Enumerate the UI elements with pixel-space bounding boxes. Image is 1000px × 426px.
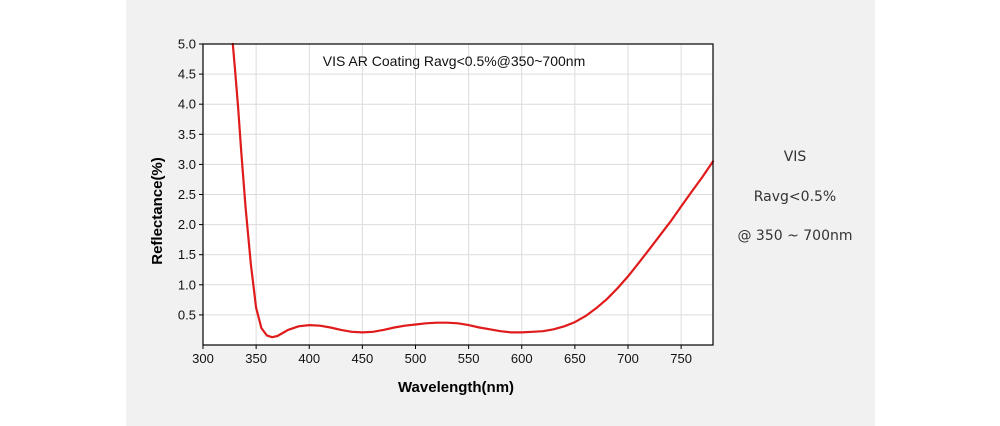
y-tick-label: 1.5 bbox=[178, 247, 196, 262]
x-axis-ticks: 300 350 400 450 500 550 600 650 700 750 bbox=[192, 345, 692, 366]
side-note-range: @ 350 ~ 700nm bbox=[737, 228, 853, 244]
y-axis-ticks: 0.5 1.0 1.5 2.0 2.5 3.0 3.5 4.0 4.5 5.0 bbox=[178, 37, 203, 322]
y-tick-label: 5.0 bbox=[178, 37, 196, 52]
y-tick-label: 4.0 bbox=[178, 97, 196, 112]
x-tick-label: 650 bbox=[564, 351, 586, 366]
y-tick-label: 3.5 bbox=[178, 127, 196, 142]
y-tick-label: 4.5 bbox=[178, 67, 196, 82]
y-tick-label: 3.0 bbox=[178, 157, 196, 172]
reflectance-curve bbox=[231, 42, 715, 339]
x-tick-label: 500 bbox=[405, 351, 427, 366]
x-tick-label: 350 bbox=[245, 351, 267, 366]
x-tick-label: 400 bbox=[298, 351, 320, 366]
y-tick-label: 1.0 bbox=[178, 277, 196, 292]
x-tick-label: 550 bbox=[458, 351, 480, 366]
x-axis-label: Wavelength(nm) bbox=[398, 379, 514, 396]
y-tick-label: 0.5 bbox=[178, 307, 196, 322]
y-tick-label: 2.0 bbox=[178, 217, 196, 232]
x-tick-label: 450 bbox=[352, 351, 374, 366]
y-axis-label: Reflectance(%) bbox=[149, 157, 166, 265]
x-tick-label: 750 bbox=[670, 351, 692, 366]
x-tick-label: 600 bbox=[511, 351, 533, 366]
grid-lines bbox=[203, 44, 713, 345]
side-note-vis: VIS bbox=[783, 149, 807, 165]
curve-layer bbox=[231, 42, 715, 339]
y-tick-label: 2.5 bbox=[178, 187, 196, 202]
chart-title: VIS AR Coating Ravg<0.5%@350~700nm bbox=[323, 53, 586, 69]
side-note-ravg: Ravg<0.5% bbox=[753, 189, 837, 205]
x-tick-label: 700 bbox=[617, 351, 639, 366]
x-tick-label: 300 bbox=[192, 351, 214, 366]
